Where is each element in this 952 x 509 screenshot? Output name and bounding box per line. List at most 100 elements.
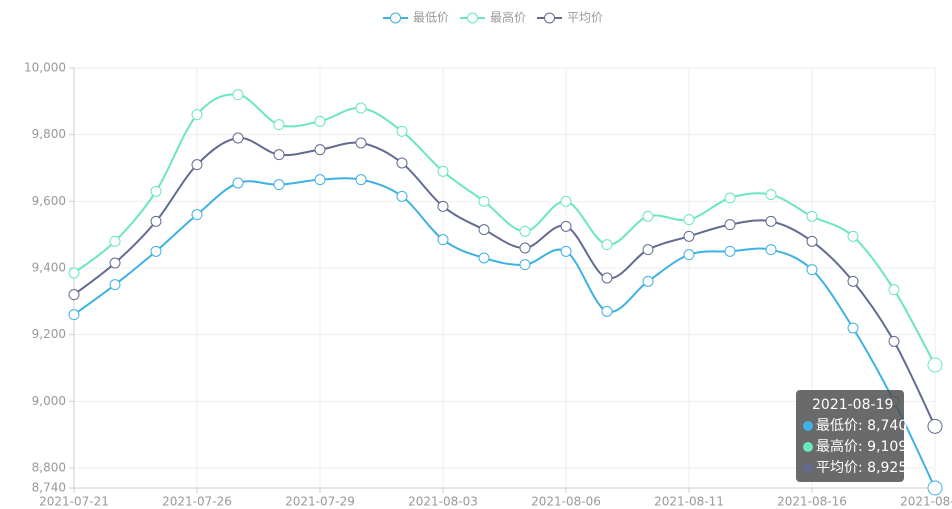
point [273,179,285,191]
y-tick-label: 9,200 [32,327,66,341]
point [478,224,490,236]
point [314,115,326,127]
legend-marker [390,12,401,24]
point [765,244,777,256]
legend-label: 平均价 [567,11,603,25]
legend-item[interactable]: 平均价 [537,11,603,25]
point [724,219,736,231]
point [355,102,367,114]
y-tick-label: 9,000 [32,394,66,408]
tooltip-dot [803,442,813,452]
point [642,244,654,256]
point [560,245,572,257]
point [806,235,818,247]
x-tick-label: 2021-07-26 [162,495,232,509]
point [724,245,736,257]
x-tick-label: 2021-08-06 [531,495,601,509]
tooltip: 2021-08-19 最低价: 8,740 最高价: 9,109 平均价: 8,925 [796,390,907,482]
point [273,119,285,131]
point [150,185,162,197]
point [560,220,572,232]
point [806,210,818,222]
tooltip-dot [803,463,813,473]
point [601,272,613,284]
point [437,234,449,246]
point [927,357,943,373]
series-line [73,93,936,366]
y-tick-label: 10,000 [24,61,66,75]
x-tick-label: 2021-07-29 [285,495,355,509]
y-tick-label: 8,740 [32,481,66,495]
point [109,235,121,247]
point [927,418,943,434]
tooltip-box [796,390,904,482]
point [601,239,613,251]
y-tick-label: 9,400 [32,261,66,275]
legend-item[interactable]: 最高价 [460,10,526,25]
point [519,225,531,237]
y-tick-label: 9,800 [32,127,66,141]
point [642,275,654,287]
point [560,195,572,207]
y-tick-label: 9,600 [32,194,66,208]
x-tick-label: 2021-08-19 [900,495,952,509]
point [519,259,531,271]
point [765,189,777,201]
point [355,137,367,149]
point [765,215,777,227]
point [927,480,943,496]
point [150,215,162,227]
point [683,214,695,226]
point [478,195,490,207]
x-tick-label: 2021-08-16 [777,495,847,509]
series-line [73,136,936,427]
legend-label: 最高价 [490,10,526,25]
point [191,109,203,121]
point [232,132,244,144]
point [724,192,736,204]
point [109,279,121,291]
point [683,230,695,242]
point [355,174,367,186]
legend-marker [544,12,555,24]
point [109,257,121,269]
legend-item[interactable]: 最低价 [383,11,449,25]
point [396,190,408,202]
point [191,159,203,171]
point [232,177,244,189]
legend-marker [467,12,478,24]
point [191,209,203,221]
point [683,249,695,261]
point [314,144,326,156]
tooltip-row: 最低价: 8,740 [816,418,907,434]
point [642,210,654,222]
point [396,157,408,169]
x-tick-label: 2021-08-03 [408,495,478,509]
point [478,252,490,264]
x-tick-label: 2021-07-21 [39,495,109,509]
point [519,242,531,254]
point [150,245,162,257]
tooltip-dot [803,421,813,431]
point [273,149,285,161]
point [888,284,900,296]
tooltip-row: 最高价: 9,109 [816,438,907,455]
point [437,200,449,212]
point [847,275,859,287]
point [314,174,326,186]
tooltip-title: 2021-08-19 [812,397,893,413]
point [847,230,859,242]
point [396,125,408,137]
x-tick-label: 2021-08-11 [654,495,724,509]
point [232,89,244,101]
point [68,289,80,301]
point [601,305,613,317]
y-tick-label: 8,800 [32,461,66,475]
point [437,165,449,177]
point [847,322,859,334]
point [806,264,818,276]
legend-label: 最低价 [413,11,449,25]
point [888,335,900,347]
